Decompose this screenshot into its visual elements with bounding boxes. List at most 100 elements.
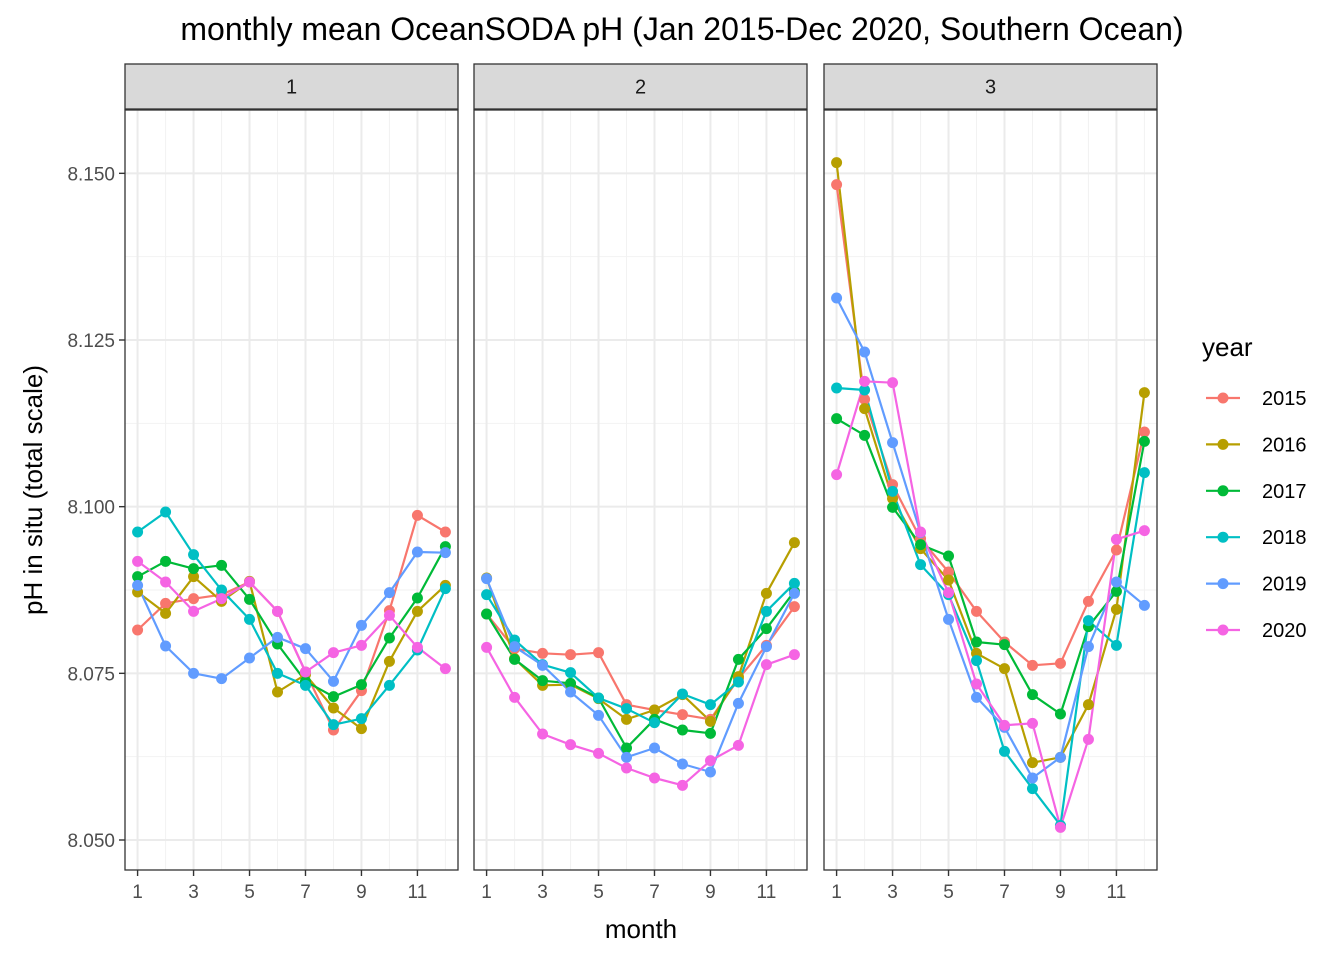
data-point-2017 bbox=[383, 632, 395, 644]
data-point-2020 bbox=[859, 375, 871, 387]
legend-label: 2015 bbox=[1262, 388, 1307, 410]
x-tick-label: 11 bbox=[757, 882, 777, 903]
data-point-2017 bbox=[887, 501, 899, 513]
data-point-2017 bbox=[704, 727, 716, 739]
data-point-2020 bbox=[481, 641, 493, 653]
data-point-2015 bbox=[859, 393, 871, 405]
data-point-2018 bbox=[704, 699, 716, 711]
x-axis-title: month bbox=[605, 914, 677, 944]
data-point-2020 bbox=[439, 663, 451, 675]
data-point-2017 bbox=[188, 563, 200, 575]
legend-item-2017: 2017 bbox=[1206, 481, 1307, 503]
data-point-2019 bbox=[355, 619, 367, 631]
x-tick-label: 1 bbox=[831, 882, 842, 903]
data-point-2020 bbox=[216, 593, 228, 605]
data-point-2018 bbox=[327, 719, 339, 731]
x-tick-label: 9 bbox=[356, 882, 367, 903]
data-point-2018 bbox=[593, 692, 605, 704]
data-point-2019 bbox=[272, 631, 284, 643]
data-point-2020 bbox=[188, 605, 200, 617]
data-point-2018 bbox=[439, 583, 451, 595]
data-point-2016 bbox=[1026, 757, 1038, 769]
y-tick-label: 8.100 bbox=[67, 498, 115, 519]
legend-key-point bbox=[1217, 485, 1229, 497]
data-point-2018 bbox=[383, 679, 395, 691]
data-point-2018 bbox=[621, 703, 633, 715]
data-point-2019 bbox=[188, 667, 200, 679]
data-point-2020 bbox=[648, 772, 660, 784]
legend-item-2018: 2018 bbox=[1206, 527, 1307, 549]
data-point-2018 bbox=[565, 667, 577, 679]
facet-strip bbox=[823, 63, 1158, 110]
data-point-2019 bbox=[859, 346, 871, 358]
data-point-2019 bbox=[411, 546, 423, 558]
data-point-2019 bbox=[971, 691, 983, 703]
panel-background bbox=[474, 110, 807, 870]
data-point-2020 bbox=[509, 691, 521, 703]
data-point-2018 bbox=[1110, 639, 1122, 651]
data-point-2017 bbox=[355, 679, 367, 691]
panel-background bbox=[125, 110, 458, 870]
series-line-2017 bbox=[485, 590, 796, 750]
data-point-2018 bbox=[1138, 467, 1150, 479]
data-point-2019 bbox=[943, 613, 955, 625]
data-point-2019 bbox=[509, 641, 521, 653]
data-point-2020 bbox=[593, 747, 605, 759]
data-point-2016 bbox=[788, 537, 800, 549]
data-point-2020 bbox=[915, 526, 927, 538]
series-line-2019 bbox=[835, 297, 1146, 780]
data-point-2015 bbox=[971, 605, 983, 617]
data-point-2018 bbox=[760, 605, 772, 617]
data-point-2015 bbox=[1110, 544, 1122, 556]
data-point-2017 bbox=[327, 691, 339, 703]
data-point-2017 bbox=[132, 571, 144, 583]
data-point-2019 bbox=[1110, 576, 1122, 588]
data-point-2017 bbox=[621, 742, 633, 754]
data-point-2020 bbox=[887, 377, 899, 389]
data-point-2018 bbox=[481, 589, 493, 601]
x-tick-label: 1 bbox=[132, 882, 143, 903]
data-point-2015 bbox=[565, 649, 577, 661]
legend-label: 2017 bbox=[1262, 481, 1307, 503]
data-point-2018 bbox=[831, 382, 843, 394]
legend-key-point bbox=[1217, 578, 1229, 590]
data-point-2020 bbox=[676, 779, 688, 791]
data-point-2016 bbox=[327, 702, 339, 714]
data-point-2018 bbox=[299, 679, 311, 691]
data-point-2020 bbox=[565, 739, 577, 751]
data-point-2015 bbox=[160, 597, 172, 609]
legend-label: 2019 bbox=[1262, 574, 1307, 596]
series-line-2020 bbox=[485, 646, 795, 787]
data-point-2018 bbox=[998, 745, 1010, 757]
data-point-2020 bbox=[355, 639, 367, 651]
data-point-2016 bbox=[1138, 387, 1150, 399]
x-tick-label: 7 bbox=[649, 882, 660, 903]
data-point-2017 bbox=[676, 724, 688, 736]
y-tick-label: 8.150 bbox=[67, 164, 115, 185]
legend-label: 2018 bbox=[1262, 527, 1307, 549]
data-point-2017 bbox=[565, 677, 577, 689]
data-point-2018 bbox=[216, 584, 228, 596]
x-tick-label: 3 bbox=[887, 882, 898, 903]
data-point-2015 bbox=[676, 709, 688, 721]
data-point-2017 bbox=[971, 636, 983, 648]
data-point-2018 bbox=[915, 559, 927, 571]
data-point-2015 bbox=[1138, 426, 1150, 438]
x-tick-label: 9 bbox=[1055, 882, 1066, 903]
data-point-2019 bbox=[565, 686, 577, 698]
data-point-2018 bbox=[160, 506, 172, 518]
data-point-2019 bbox=[216, 673, 228, 685]
data-point-2019 bbox=[831, 292, 843, 304]
legend-key-point bbox=[1217, 392, 1229, 404]
facet-panel-1: 11 3 5 7 9 11 bbox=[124, 63, 459, 903]
data-point-2019 bbox=[676, 758, 688, 770]
y-tick-label: 8.075 bbox=[67, 664, 115, 685]
data-point-2020 bbox=[704, 755, 716, 767]
data-point-2015 bbox=[411, 509, 423, 521]
data-point-2017 bbox=[915, 539, 927, 551]
data-point-2016 bbox=[1110, 603, 1122, 615]
data-point-2016 bbox=[998, 663, 1010, 675]
facet-strip bbox=[124, 63, 459, 110]
data-point-2017 bbox=[1054, 708, 1066, 720]
data-point-2019 bbox=[1082, 641, 1094, 653]
